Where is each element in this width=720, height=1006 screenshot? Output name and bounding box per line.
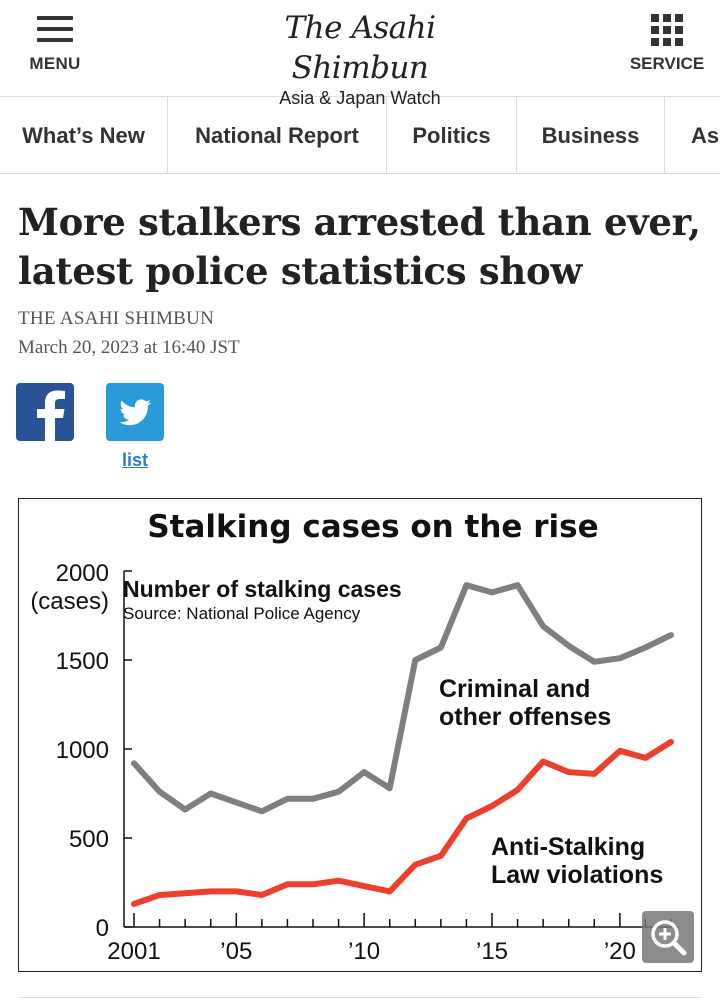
- facebook-share-button[interactable]: [16, 383, 74, 441]
- tab-politics[interactable]: Politics: [387, 97, 517, 173]
- zoom-button[interactable]: [642, 911, 694, 963]
- x-tick-label: ’10: [348, 938, 380, 965]
- x-tick-label: ’15: [476, 938, 508, 965]
- twitter-icon: [119, 399, 152, 426]
- y-tick-label: 1000: [56, 737, 109, 764]
- y-tick-label: 0: [96, 915, 109, 942]
- tab-business[interactable]: Business: [517, 97, 665, 173]
- menu-label: MENU: [29, 54, 81, 73]
- site-logo[interactable]: The Asahi Shimbun Asia & Japan Watch: [220, 8, 500, 109]
- service-label: SERVICE: [629, 54, 705, 73]
- stalking-law-violations-label: Anti-Stalking: [491, 833, 645, 861]
- y-axis-unit-label: (cases): [30, 588, 109, 615]
- twitter-share-button[interactable]: [106, 383, 164, 441]
- stalking-chart-figure: Stalking cases on the rise 2000 (cases) …: [18, 498, 702, 972]
- criminal-offenses-line: [131, 582, 674, 815]
- chart-subtitle: Number of stalking cases: [123, 576, 402, 602]
- article-date: March 20, 2023 at 16:40 JST: [18, 337, 240, 358]
- chart-source: Source: National Police Agency: [123, 604, 361, 623]
- y-tick-label: 1500: [56, 648, 109, 675]
- chart-title: Stalking cases on the rise: [147, 509, 598, 545]
- x-tick-label: ’20: [604, 938, 636, 965]
- stalking-law-violations-label: Law violations: [491, 861, 663, 889]
- share-list-link[interactable]: list: [121, 450, 148, 470]
- stalking-chart: Stalking cases on the rise 2000 (cases) …: [30, 509, 679, 965]
- menu-button[interactable]: MENU: [22, 12, 88, 78]
- stalking-law-violations-line: [131, 738, 674, 907]
- hamburger-icon: [37, 14, 73, 44]
- tab-national-report[interactable]: National Report: [168, 97, 387, 173]
- article-headline: More stalkers arrested than ever, latest…: [18, 200, 701, 293]
- x-tick-label: ’05: [220, 938, 252, 965]
- article-byline: THE ASAHI SHIMBUN: [18, 308, 215, 329]
- x-tick-label: 2001: [107, 938, 160, 965]
- site-tagline: Asia & Japan Watch: [279, 88, 441, 108]
- y-tick-label: 500: [69, 826, 109, 853]
- criminal-offenses-label: other offenses: [439, 703, 611, 731]
- zoom-in-icon: [651, 920, 687, 956]
- section-nav: What’s New National Report Politics Busi…: [0, 97, 720, 174]
- criminal-offenses-label: Criminal and: [439, 675, 590, 703]
- logo-text: The Asahi Shimbun: [284, 10, 437, 86]
- tab-whats-new[interactable]: What’s New: [0, 97, 168, 173]
- site-header: MENU The Asahi Shimbun Asia & Japan Watc…: [0, 0, 720, 108]
- tab-asia[interactable]: As: [691, 122, 720, 148]
- facebook-icon: [37, 390, 65, 441]
- y-axis-top-label: 2000: [56, 560, 109, 587]
- divider: [18, 997, 702, 998]
- service-button[interactable]: SERVICE: [624, 12, 710, 78]
- grid-icon: [651, 14, 683, 46]
